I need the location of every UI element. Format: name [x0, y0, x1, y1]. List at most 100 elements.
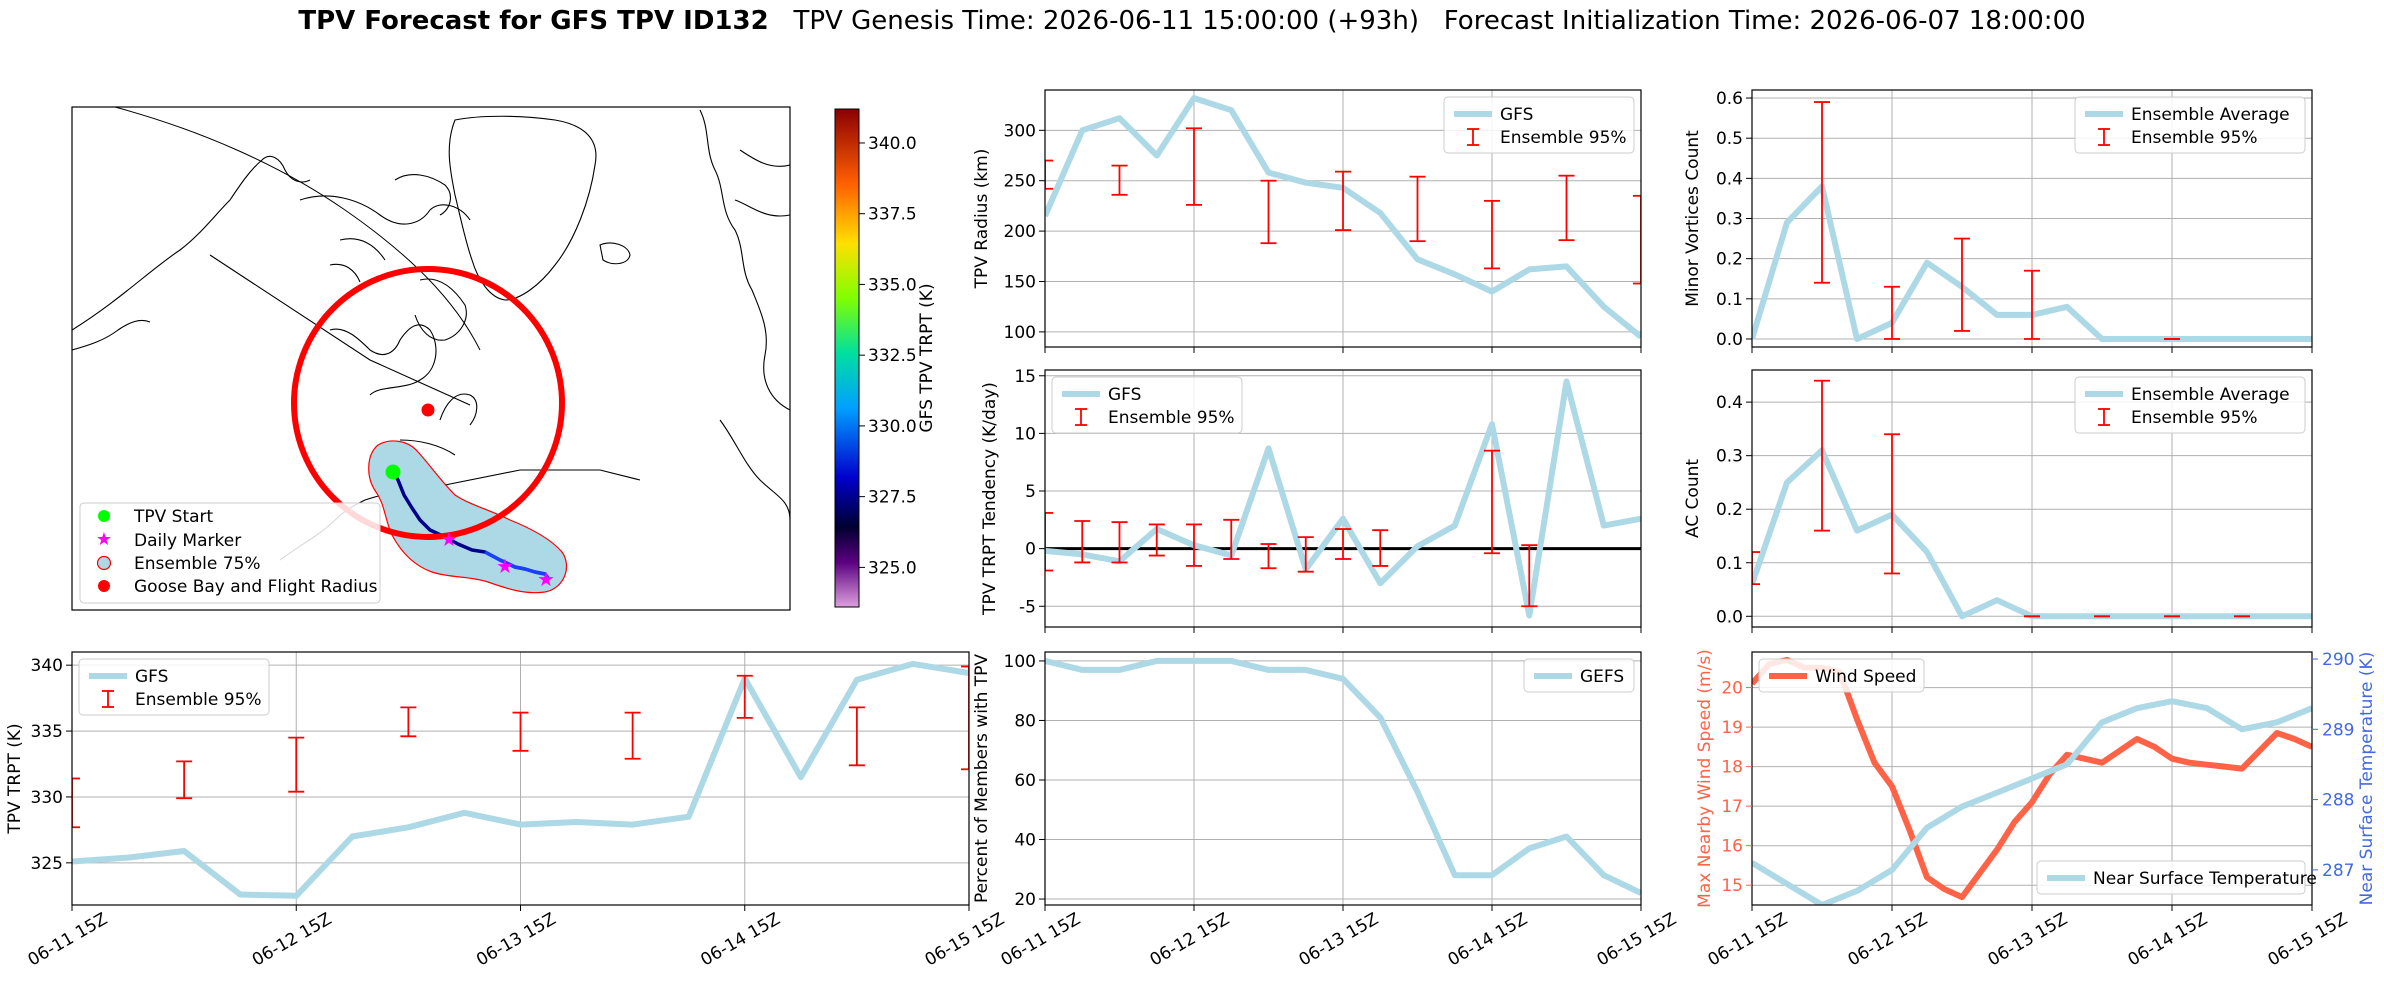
graticule-line	[114, 107, 481, 351]
y-tick-label: 0.0	[1716, 607, 1743, 627]
ensemble-75-region	[368, 440, 567, 594]
y-tick-label: 17	[1721, 797, 1743, 817]
colorbar-tick-label: 327.5	[868, 488, 917, 508]
y-tick-label: 0.4	[1716, 169, 1743, 189]
legend-start-icon	[98, 510, 110, 522]
y-tick-label: 0.3	[1716, 210, 1743, 230]
y-tick-label: 16	[1721, 837, 1743, 857]
legend-label: GEFS	[1580, 667, 1624, 687]
legend-label: Ensemble Average	[2131, 385, 2290, 405]
y-tick-label: 40	[1014, 831, 1036, 851]
x-tick-label: 06-15 15Z	[1594, 909, 1680, 970]
y-tick-label: 250	[1004, 172, 1036, 192]
colorbar-label: GFS TPV TRPT (K)	[917, 283, 937, 432]
y-tick-label: 300	[1004, 121, 1036, 141]
colorbar-tick-label: 332.5	[868, 346, 917, 366]
title-genesis: TPV Genesis Time: 2026-06-11 15:00:00 (+…	[793, 6, 1419, 36]
coastline-baffin	[414, 278, 467, 341]
y-tick-label: 15	[1721, 876, 1743, 896]
x-tick-label: 06-11 15Z	[998, 909, 1084, 970]
legend-box	[2074, 376, 2306, 434]
chart-wind_temp: 06-11 15Z 06-12 15Z 06-13 15Z 06-14 15Z 06-1…	[1695, 649, 2377, 970]
y-axis-label: Minor Vortices Count	[1683, 130, 1703, 307]
x-tick-label: 06-14 15Z	[1445, 909, 1531, 970]
colorbar-tick-label: 340.0	[868, 134, 917, 154]
y-axis-label: Percent of Members with TPV	[972, 654, 992, 903]
coastline-labrador	[399, 393, 478, 456]
y-tick-label: 330	[31, 788, 63, 808]
y-tick-label: 5	[1025, 482, 1036, 502]
coastline-greenland	[448, 115, 597, 301]
plot-area	[1045, 657, 1641, 896]
plot-area	[72, 660, 969, 899]
goose-bay-marker	[421, 403, 435, 417]
legend: GEFS	[1523, 658, 1635, 693]
colorbar-tick-label: 330.0	[868, 417, 917, 437]
y-tick-label: 0.3	[1716, 447, 1743, 467]
map-panel: ★ ★ ★ ★ TPV Start Daily Marker Ensemble …	[71, 106, 937, 611]
legend-box	[2036, 860, 2306, 895]
legend-goose-icon	[98, 580, 110, 592]
legend-ensemble-icon	[96, 555, 112, 571]
daily-marker: ★	[496, 554, 514, 578]
legend-box	[1523, 658, 1635, 693]
border-canada-alaska	[209, 254, 471, 406]
legend: Ensemble Average Ensemble 95%	[2074, 96, 2306, 154]
legend-label: Wind Speed	[1815, 667, 1916, 687]
legend-box	[2074, 96, 2306, 154]
y-tick-label: 0.4	[1716, 393, 1743, 413]
x-tick-label: 06-15 15Z	[922, 909, 1008, 970]
chart-minor: 0.0 0.1 0.2 0.3 0.4 0.5 0.6 Minor Vortices Coun…	[1683, 89, 2313, 353]
x-tick-label: 06-12 15Z	[1147, 909, 1233, 970]
y-tick-label: 0.1	[1716, 290, 1743, 310]
y2-tick-label: 289	[2322, 720, 2354, 740]
y-tick-label: 0.2	[1716, 250, 1743, 270]
coastline-scandinavia	[734, 149, 790, 217]
x-tick-label: 06-13 15Z	[1296, 909, 1382, 970]
y-tick-label: 200	[1004, 222, 1036, 242]
y-axis-label: TPV TRPT Tendency (K/day)	[980, 382, 1000, 616]
legend: GFS Ensemble 95%	[78, 658, 270, 716]
y-tick-label: 335	[31, 722, 63, 742]
y-tick-label: 0.2	[1716, 500, 1743, 520]
tpv-start-marker	[385, 464, 401, 480]
legend-daily-icon: ★	[96, 529, 112, 550]
colorbar-tick-label: 337.5	[868, 205, 917, 225]
legend-label: GFS	[1500, 105, 1533, 125]
y-tick-label: 100	[1004, 323, 1036, 343]
title-bold: TPV Forecast for GFS TPV ID132	[298, 6, 769, 36]
y-tick-label: 340	[31, 656, 63, 676]
border-usa-canada	[419, 469, 641, 491]
y-tick-label: 80	[1014, 711, 1036, 731]
coastline-alaska	[72, 155, 311, 331]
y-axis-label: Max Nearby Wind Speed (m/s)	[1695, 649, 1715, 908]
y2-tick-label: 288	[2322, 791, 2354, 811]
legend-label: Ensemble 95%	[2131, 128, 2258, 148]
title-init: Forecast Initialization Time: 2026-06-07…	[1443, 6, 2086, 36]
y2-axis-label: Near Surface Temperature (K)	[2357, 652, 2377, 906]
figure-title: TPV Forecast for GFS TPV ID132 TPV Genes…	[0, 6, 2384, 36]
chart-radius: 100 150 200 250 300 TPV Radius (km) GFS Ensembl…	[972, 89, 1642, 353]
x-tick-label: 06-14 15Z	[697, 909, 783, 970]
legend-label: Daily Marker	[134, 531, 241, 551]
x-tick-label: 06-12 15Z	[1845, 909, 1931, 970]
y-tick-label: 325	[31, 854, 63, 874]
plot-area	[1752, 379, 2312, 620]
y-tick-label: 20	[1721, 679, 1743, 699]
plot-area	[1045, 378, 1641, 619]
legend: Near Surface Temperature	[2036, 860, 2317, 895]
chart-members: 06-11 15Z 06-12 15Z 06-13 15Z 06-14 15Z 06-1…	[972, 651, 1680, 971]
colorbar-gradient	[834, 108, 860, 608]
y2-tick-label: 287	[2322, 861, 2354, 881]
legend-label: TPV Start	[133, 507, 214, 527]
chart-trpt: 06-11 15Z 06-12 15Z 06-13 15Z 06-14 15Z 06-1…	[5, 651, 1008, 971]
legend-label: Near Surface Temperature	[2093, 869, 2317, 889]
x-tick-label: 06-11 15Z	[1705, 909, 1791, 970]
legend-label: GFS	[1108, 385, 1141, 405]
y-tick-label: 60	[1014, 771, 1036, 791]
coastline-europe	[699, 109, 790, 521]
chart-tendency: -5 0 5 10 15 TPV TRPT Tendency (K/day) GFS Ense…	[980, 367, 1642, 633]
y-tick-label: 0	[1025, 540, 1036, 560]
y-tick-label: 100	[1004, 652, 1036, 672]
